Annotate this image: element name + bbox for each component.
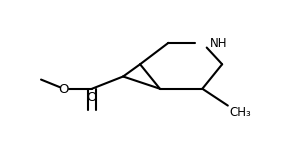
Text: NH: NH [209,37,227,50]
Text: O: O [87,91,97,104]
Text: O: O [58,83,69,96]
Text: CH₃: CH₃ [229,106,251,119]
